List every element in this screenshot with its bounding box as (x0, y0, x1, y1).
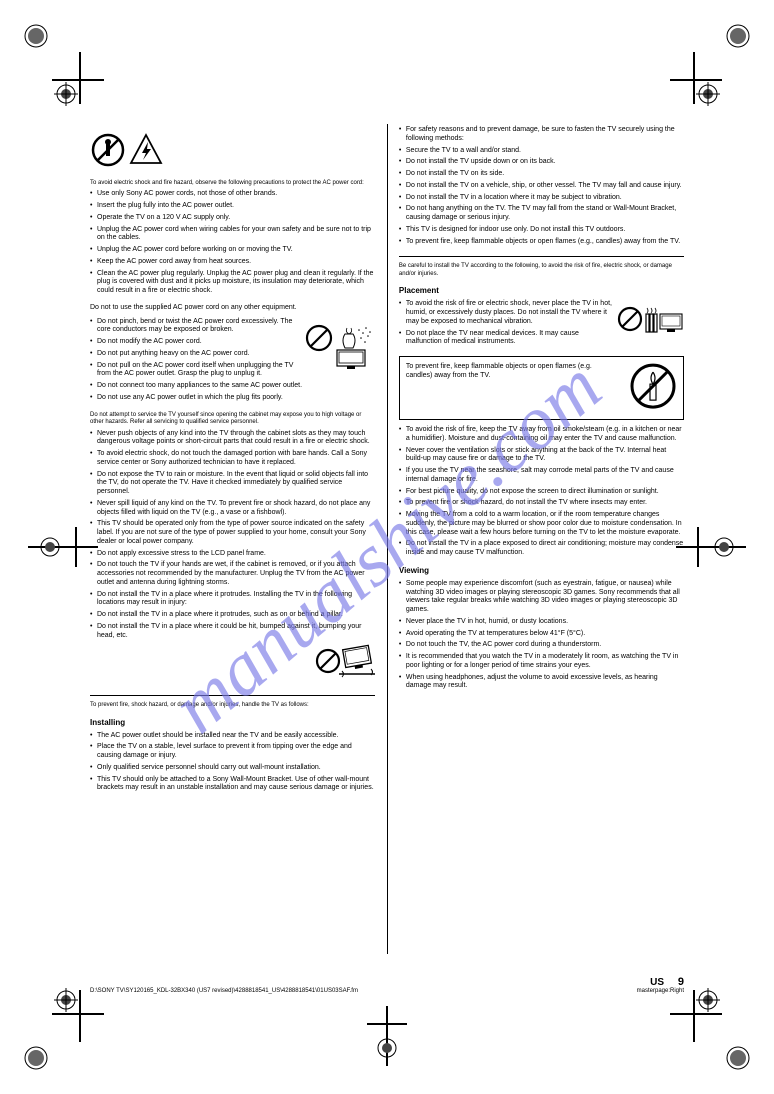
bullet-item: •To avoid the risk of fire, keep the TV … (399, 426, 684, 444)
bullet-item: •Do not connect too many appliances to t… (90, 382, 375, 391)
crop-mid-right (676, 527, 746, 567)
bullet-item: •Do not put anything heavy on the AC pow… (90, 350, 299, 359)
bullet-item: •Unplug the AC power cord before working… (90, 246, 375, 255)
crop-mid-left (28, 527, 98, 567)
crop-corner-bl (24, 990, 104, 1070)
bullet-item: •Unplug the AC power cord when wiring ca… (90, 226, 375, 244)
bullet-item: •Do not touch the TV, the AC power cord … (399, 641, 684, 650)
bullet-item: •Never push objects of any kind into the… (90, 430, 375, 448)
bullet-item: •Do not use any AC power outlet in which… (90, 394, 375, 403)
bullet-item: •Never place the TV in hot, humid, or du… (399, 618, 684, 627)
left-column: To avoid electric shock and fire hazard,… (90, 126, 375, 796)
bullet-item: •Do not install the TV in a place where … (90, 623, 375, 641)
bullet-item: •Do not install the TV on its side. (399, 170, 684, 179)
bullet-item: •To avoid electric shock, do not touch t… (90, 450, 375, 468)
bullet-item: •Do not expose the TV to rain or moistur… (90, 471, 375, 497)
candle-warning-box: To prevent fire, keep flammable objects … (399, 356, 684, 420)
bullet-item: •Do not modify the AC power cord. (90, 338, 299, 347)
left-sec3-head: Do not attempt to service the TV yoursel… (90, 412, 375, 427)
bullet-item: •Do not pinch, bend or twist the AC powe… (90, 318, 299, 336)
bullet-item: •Do not install the TV in a place where … (90, 611, 375, 620)
bullet-item: •Do not pull on the AC power cord itself… (90, 362, 299, 380)
bullet-item: •When using headphones, adjust the volum… (399, 674, 684, 692)
bullet-item: •Operate the TV on a 120 V AC supply onl… (90, 214, 375, 223)
column-divider (387, 124, 388, 954)
crop-mid-bottom (367, 1006, 407, 1066)
bullet-item: •Clean the AC power plug regularly. Unpl… (90, 270, 375, 296)
bullet-item: •To prevent fire or shock hazard, do not… (399, 499, 684, 508)
bullet-item: •Do not install the TV on a vehicle, shi… (399, 182, 684, 191)
icon-row-no-service (90, 132, 375, 172)
footer-path: D:\SONY TV\SY120165_KDL-32BX340 (US7 rev… (90, 988, 358, 994)
bullet-item: •For best picture quality, do not expose… (399, 488, 684, 497)
bullet-item: •This TV should only be attached to a So… (90, 776, 375, 794)
crop-corner-br (670, 990, 750, 1070)
bullet-item: •To avoid the risk of fire or electric s… (399, 300, 614, 326)
bullet-item: •Never spill liquid of any kind on the T… (90, 500, 375, 518)
bullet-item: •Secure the TV to a wall and/or stand. (399, 147, 684, 156)
page-content: To avoid electric shock and fire hazard,… (90, 86, 684, 994)
bullet-item: •Do not install the TV in a location whe… (399, 194, 684, 203)
no-liquid-icon-group (305, 318, 375, 374)
no-disassemble-icon (90, 132, 126, 168)
bullet-item: •Some people may experience discomfort (… (399, 580, 684, 615)
footer-lang: US (650, 977, 664, 988)
footer-master: masterpage:Right (637, 988, 684, 994)
bullet-item: •Place the TV on a stable, level surface… (90, 743, 375, 761)
bullet-item: •It is recommended that you watch the TV… (399, 653, 684, 671)
placement-head: Placement (399, 286, 684, 296)
left-sec4-head: To prevent fire, shock hazard, or damage… (90, 702, 375, 710)
bullet-item: •Do not install the TV in a place where … (90, 591, 375, 609)
left-hr (90, 695, 375, 696)
bullet-item: •If you use the TV near the seashore, sa… (399, 467, 684, 485)
no-heat-icon-group (618, 300, 684, 342)
bullet-item: •This TV is designed for indoor use only… (399, 226, 684, 235)
bullet-item: •Only qualified service personnel should… (90, 764, 375, 773)
bullet-item: •Use only Sony AC power cords, not those… (90, 190, 375, 199)
bullet-item: •Do not install the TV in a place expose… (399, 540, 684, 558)
right-sec2-head: Be careful to install the TV according t… (399, 263, 684, 278)
bullet-item: •Do not touch the TV if your hands are w… (90, 561, 375, 587)
bullet-item: •The AC power outlet should be installed… (90, 732, 375, 741)
bullet-item: •Insert the plug fully into the AC power… (90, 202, 375, 211)
bullet-item: •Keep the AC power cord away from heat s… (90, 258, 375, 267)
left-sec1-title: To avoid electric shock and fire hazard,… (90, 180, 375, 188)
right-hr (399, 256, 684, 257)
bullet-item: •Do not apply excessive stress to the LC… (90, 550, 375, 559)
right-column: •For safety reasons and to prevent damag… (399, 126, 684, 694)
bullet-item: •Do not hang anything on the TV. The TV … (399, 205, 684, 223)
bullet-item: •Never cover the ventilation slots or st… (399, 447, 684, 465)
viewing-head: Viewing (399, 566, 684, 576)
bullet-item: •Do not place the TV near medical device… (399, 330, 614, 348)
high-voltage-icon (128, 132, 164, 168)
no-candle-icon (629, 362, 677, 414)
no-tilt-icon (315, 641, 375, 681)
install-head: Installing (90, 718, 375, 728)
bullet-item: •Do not install the TV upside down or on… (399, 158, 684, 167)
left-sec2-title: Do not to use the supplied AC power cord… (90, 304, 375, 313)
bullet-item: •Moving the TV from a cold to a warm loc… (399, 511, 684, 537)
bullet-item: •To prevent fire, keep flammable objects… (399, 238, 684, 247)
bullet-item: •This TV should be operated only from th… (90, 520, 375, 546)
bullet-item: •For safety reasons and to prevent damag… (399, 126, 684, 144)
bullet-item: •Avoid operating the TV at temperatures … (399, 630, 684, 639)
page-number: 9 (678, 976, 684, 988)
